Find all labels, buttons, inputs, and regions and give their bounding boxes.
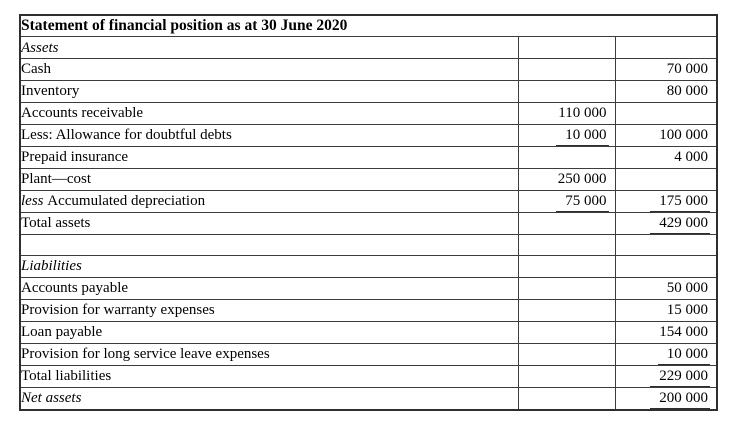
amount-cell: [614, 255, 718, 278]
row-label-cell: Liabilities: [19, 255, 519, 278]
title-row: Statement of financial position as at 30…: [19, 14, 718, 38]
subtotal-amount-cell: 250 000: [517, 167, 616, 191]
subtotal-amount-cell: 10 000: [517, 123, 616, 147]
row-label-cell: Accounts payable: [19, 276, 519, 300]
row-label-cell: [19, 233, 519, 257]
amount-cell: 70 000: [614, 57, 718, 81]
table-row: Liabilities: [19, 255, 718, 278]
amount-cell: 50 000: [614, 276, 718, 300]
table-row: Net assets 200 000: [19, 386, 718, 411]
amount-value: 250 000: [557, 170, 607, 187]
subtotal-amount-cell: [517, 342, 616, 366]
row-label-cell: less Accumulated depreciation: [19, 189, 519, 213]
label-italic-prefix: less: [21, 193, 48, 210]
row-label-cell: Total assets: [19, 211, 519, 235]
amount-cell: 229 000: [614, 364, 718, 388]
amount-cell: 154 000: [614, 320, 718, 344]
amount-value: 50 000: [666, 279, 709, 296]
amount-cell: 175 000: [614, 189, 718, 213]
table-row: Plant—cost 250 000: [19, 167, 718, 191]
amount-value: 229 000: [650, 366, 711, 387]
amount-cell: 429 000: [614, 211, 718, 235]
subtotal-amount-cell: [517, 211, 616, 235]
subtotal-amount-cell: 75 000: [517, 189, 616, 213]
subtotal-amount-cell: [517, 276, 616, 300]
subtotal-amount-cell: [517, 36, 616, 59]
amount-value: 75 000: [556, 191, 609, 212]
subtotal-amount-cell: 110 000: [517, 101, 616, 125]
amount-value: 175 000: [650, 191, 711, 212]
amount-value: 100 000: [659, 126, 709, 143]
amount-cell: 4 000: [614, 145, 718, 169]
table-row: Cash 70 000: [19, 57, 718, 81]
amount-cell: [614, 233, 718, 257]
table-row: Provision for long service leave expense…: [19, 342, 718, 366]
row-label-cell: Provision for long service leave expense…: [19, 342, 519, 366]
amount-cell: [614, 167, 718, 191]
table-row: [19, 233, 718, 257]
row-label-cell: Total liabilities: [19, 364, 519, 388]
amount-cell: [614, 36, 718, 59]
row-label-cell: Assets: [19, 36, 519, 59]
subtotal-amount-cell: [517, 145, 616, 169]
amount-cell: 15 000: [614, 298, 718, 322]
row-label-cell: Provision for warranty expenses: [19, 298, 519, 322]
subtotal-amount-cell: [517, 320, 616, 344]
amount-cell: 100 000: [614, 123, 718, 147]
row-label-cell: Loan payable: [19, 320, 519, 344]
subtotal-amount-cell: [517, 79, 616, 103]
row-label-cell: Less: Allowance for doubtful debts: [19, 123, 519, 147]
amount-cell: 80 000: [614, 79, 718, 103]
table-row: Loan payable 154 000: [19, 320, 718, 344]
table-row: Accounts payable 50 000: [19, 276, 718, 300]
amount-value: 200 000: [650, 388, 711, 409]
amount-value: 15 000: [666, 301, 709, 318]
row-label-cell: Inventory: [19, 79, 519, 103]
subtotal-amount-cell: [517, 298, 616, 322]
table-row: Accounts receivable 110 000: [19, 101, 718, 125]
amount-value: 154 000: [659, 323, 709, 340]
amount-cell: 200 000: [614, 386, 718, 411]
subtotal-amount-cell: [517, 386, 616, 411]
row-label-cell: Cash: [19, 57, 519, 81]
statement-title: Statement of financial position as at 30…: [19, 14, 718, 38]
table-body: Statement of financial position as at 30…: [19, 14, 718, 411]
amount-value: 80 000: [666, 82, 709, 99]
table-row: Less: Allowance for doubtful debts 10 000…: [19, 123, 718, 147]
table-row: Total assets 429 000: [19, 211, 718, 235]
subtotal-amount-cell: [517, 57, 616, 81]
table-row: Total liabilities 229 000: [19, 364, 718, 388]
amount-value: 4 000: [674, 148, 709, 165]
amount-value: 10 000: [657, 344, 711, 365]
subtotal-amount-cell: [517, 364, 616, 388]
subtotal-amount-cell: [517, 233, 616, 257]
amount-value: 110 000: [558, 104, 607, 121]
amount-value: 429 000: [650, 213, 711, 234]
amount-value: 10 000: [556, 125, 609, 146]
table-row: Provision for warranty expenses 15 000: [19, 298, 718, 322]
financial-position-table: Statement of financial position as at 30…: [19, 14, 719, 411]
amount-cell: 10 000: [614, 342, 718, 366]
row-label-cell: Accounts receivable: [19, 101, 519, 125]
table-row: Inventory 80 000: [19, 79, 718, 103]
table-row: less Accumulated depreciation 75 000 175 0…: [19, 189, 718, 213]
amount-value: 70 000: [666, 60, 709, 77]
subtotal-amount-cell: [517, 255, 616, 278]
table-row: Prepaid insurance 4 000: [19, 145, 718, 169]
row-label-cell: Prepaid insurance: [19, 145, 519, 169]
amount-cell: [614, 101, 718, 125]
row-label-cell: Plant—cost: [19, 167, 519, 191]
row-label-cell: Net assets: [19, 386, 519, 411]
table-row: Assets: [19, 36, 718, 59]
